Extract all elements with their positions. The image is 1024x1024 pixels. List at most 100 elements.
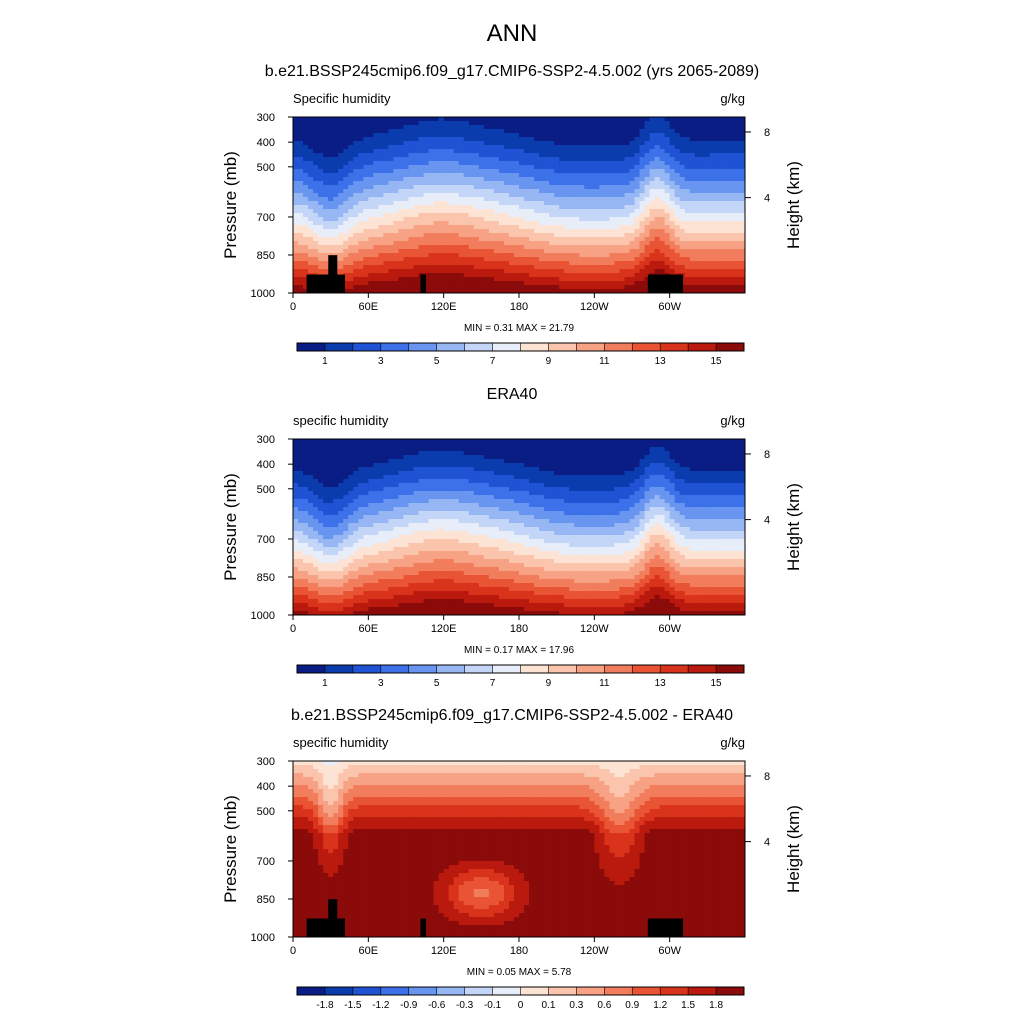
y-tick-label: 500 (257, 806, 275, 818)
x-tick-label: 60W (658, 623, 681, 635)
colorbar-label: 1.5 (681, 1000, 695, 1011)
colorbar-swatch (632, 343, 661, 351)
colorbar-label: 13 (655, 356, 667, 367)
colorbar-label: 3 (378, 356, 384, 367)
contour-field (293, 117, 745, 293)
colorbar-label: 11 (599, 678, 610, 689)
colorbar-swatch (632, 987, 661, 995)
x-tick-label: 120W (580, 301, 609, 313)
colorbar-swatch (716, 343, 745, 351)
colorbar-label: 15 (711, 356, 723, 367)
y-tick-label: 850 (257, 250, 275, 262)
colorbar-label: 1 (322, 678, 328, 689)
min-max-stats: MIN = 0.17 MAX = 17.96 (464, 645, 574, 656)
colorbar-swatch (380, 665, 410, 673)
colorbar-label: 15 (711, 678, 723, 689)
variable-label: specific humidity (293, 413, 389, 428)
y-axis-title: Pressure (mb) (221, 473, 240, 581)
colorbar-label: -0.3 (456, 1000, 474, 1011)
colorbar-label: 5 (434, 678, 440, 689)
colorbar-swatch (520, 343, 549, 351)
y-axis-title: Pressure (mb) (221, 795, 240, 903)
colorbar-swatch (324, 987, 354, 995)
panel-2: specific humidity g/kg 0 60E 120E 180 120W 60W 3… (221, 413, 803, 689)
colorbar-swatch (492, 665, 521, 673)
colorbar-swatch (520, 665, 549, 673)
colorbar-label: -1.2 (372, 1000, 390, 1011)
y-tick-label: 700 (257, 856, 275, 868)
colorbar-swatch (380, 987, 410, 995)
y-tick-label: 500 (257, 162, 275, 174)
contour-field (293, 761, 745, 937)
y-tick-label: 400 (257, 781, 275, 793)
colorbar-label: 1.8 (709, 1000, 723, 1011)
y-tick-label: 1000 (251, 288, 275, 300)
colorbar-swatch (324, 343, 354, 351)
colorbar-label: 13 (655, 678, 667, 689)
colorbar-swatch (576, 987, 605, 995)
colorbar-swatch (660, 343, 689, 351)
colorbar-swatch (464, 987, 494, 995)
y-tick-label: 400 (257, 137, 275, 149)
contour-field (293, 439, 745, 615)
x-tick-label: 60E (359, 623, 379, 635)
x-tick-label: 0 (290, 301, 296, 313)
x-tick-label: 180 (510, 945, 528, 957)
colorbar-swatch (297, 987, 326, 995)
y2-tick-label: 8 (764, 771, 770, 783)
x-tick-label: 0 (290, 623, 296, 635)
y-tick-label: 1000 (251, 610, 275, 622)
x-tick-label: 120W (580, 945, 609, 957)
colorbar-swatch (464, 665, 494, 673)
colorbar-label: 9 (546, 356, 552, 367)
x-tick-label: 120E (431, 623, 457, 635)
colorbar-swatch (660, 665, 689, 673)
topography-mask (306, 255, 684, 293)
colorbar-swatch (716, 665, 745, 673)
colorbar-swatch (408, 343, 438, 351)
min-max-stats: MIN = 0.31 MAX = 21.79 (464, 323, 574, 334)
colorbar-swatch (464, 343, 494, 351)
colorbar-swatch (436, 343, 466, 351)
colorbar-swatch (408, 665, 438, 673)
x-tick-label: 180 (510, 623, 528, 635)
colorbar-swatch (408, 987, 438, 995)
colorbar-label: 0.3 (569, 1000, 583, 1011)
colorbar-swatch (436, 987, 466, 995)
min-max-stats: MIN = 0.05 MAX = 5.78 (467, 967, 572, 978)
colorbar-swatch (380, 343, 410, 351)
colorbar-swatch (352, 665, 382, 673)
y-tick-label: 850 (257, 894, 275, 906)
panel-2-title: ERA40 (486, 386, 538, 403)
colorbar-swatch (604, 343, 633, 351)
x-tick-label: 180 (510, 301, 528, 313)
colorbar-swatch (576, 665, 605, 673)
panel-1-title: b.e21.BSSP245cmip6.f09_g17.CMIP6-SSP2-4.… (264, 63, 760, 80)
colorbar-swatch (548, 987, 577, 995)
figure-title: ANN (486, 20, 538, 47)
colorbar-label: 3 (378, 678, 384, 689)
units-label: g/kg (720, 413, 745, 428)
x-tick-label: 0 (290, 945, 296, 957)
colorbar-swatch (492, 343, 521, 351)
colorbar-swatch (297, 343, 326, 351)
y-tick-label: 1000 (251, 932, 275, 944)
variable-label: specific humidity (293, 735, 389, 750)
colorbar-label: 5 (434, 356, 440, 367)
y2-axis-title: Height (km) (784, 805, 803, 893)
y-tick-label: 500 (257, 484, 275, 496)
colorbar-swatch (604, 987, 633, 995)
y-tick-label: 300 (257, 112, 275, 124)
colorbar: -1.8 -1.5 -1.2 -0.9 -0.6 -0.3 -0.1 0 0.1 0.3 0.6 0.… (296, 986, 745, 1011)
colorbar-label: 11 (599, 356, 610, 367)
y-tick-label: 400 (257, 459, 275, 471)
colorbar-swatch (660, 987, 689, 995)
y-tick-label: 850 (257, 572, 275, 584)
x-tick-label: 120E (431, 301, 457, 313)
y-tick-label: 700 (257, 212, 275, 224)
units-label: g/kg (720, 735, 745, 750)
colorbar-swatch (688, 665, 717, 673)
colorbar-swatch (548, 665, 577, 673)
panel-3: specific humidity g/kg 0 60E 120E 180 120W 60W 3… (221, 735, 803, 1011)
